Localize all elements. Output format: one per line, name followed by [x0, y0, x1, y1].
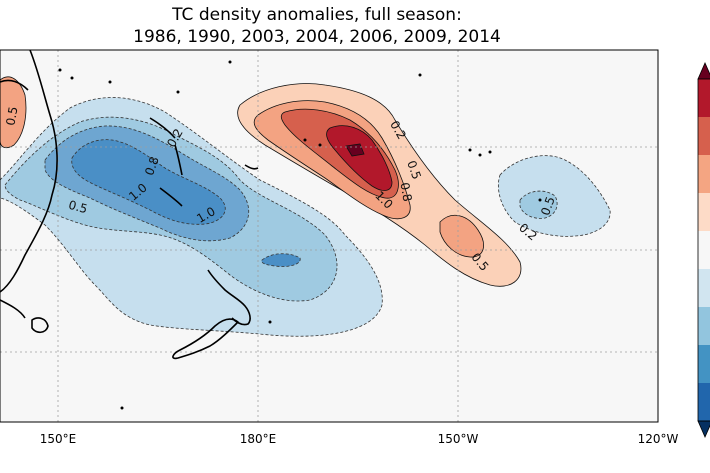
map-panel: 0.5 1.0 0.8 0.2 1.0 0.2 0.5 0.8 1.0 0.5 …: [0, 50, 658, 422]
new-zealand-north: [207, 269, 251, 326]
contour-label: 0.5: [404, 159, 424, 182]
x-tick-label: 180°E: [240, 432, 277, 446]
colorbar-outline: [697, 78, 710, 422]
new-zealand-south: [172, 318, 239, 360]
colorbar-segment: [698, 117, 710, 155]
island: [468, 148, 472, 152]
fiji: [244, 164, 259, 170]
negative-anomaly-east: [498, 155, 611, 237]
island: [318, 143, 322, 147]
chart-title-line1: TC density anomalies, full season:: [171, 5, 462, 25]
negative-anomaly-west: [0, 97, 383, 337]
colorbar-segment: [698, 383, 710, 421]
contour-label: 0.8: [397, 181, 414, 202]
x-tick-label: 150°W: [438, 432, 479, 446]
island: [538, 198, 542, 202]
colorbar-segment: [698, 155, 710, 193]
island: [488, 150, 492, 154]
island: [228, 60, 232, 64]
colorbar: [697, 62, 710, 438]
tasmania: [31, 317, 49, 334]
contour-pos-far-west: [0, 76, 27, 149]
island: [176, 90, 180, 94]
australia-coast-south: [0, 299, 26, 319]
new-guinea: [0, 79, 29, 91]
island: [70, 76, 74, 80]
colorbar-segment: [698, 269, 710, 307]
contour-neg-1.0-east-lobe: [261, 253, 301, 267]
colorbar-segment: [698, 193, 710, 231]
contour-label: 0.5: [538, 195, 558, 218]
colorbar-segment: [698, 79, 710, 117]
contour-neg-0.5-east: [519, 190, 558, 219]
australia-coast: [0, 50, 58, 293]
vanuatu: [174, 144, 183, 176]
coastlines: [0, 50, 259, 360]
island: [418, 73, 422, 77]
x-tick-label: 150°E: [40, 432, 77, 446]
positive-anomaly: [0, 76, 522, 287]
solomon-islands: [149, 117, 176, 139]
contour-label: 0.5: [67, 198, 89, 216]
colorbar-segment: [698, 231, 710, 269]
island: [268, 320, 272, 324]
island: [120, 406, 124, 410]
contour-label: 0.5: [3, 105, 20, 126]
new-caledonia: [159, 187, 183, 207]
colorbar-segment: [698, 307, 710, 345]
x-tick-label: 120°W: [638, 432, 679, 446]
colorbar-extend-bottom: [697, 420, 710, 438]
colorbar-extend-top: [697, 62, 710, 80]
gridlines: [0, 50, 658, 422]
island: [108, 80, 112, 84]
island: [478, 153, 482, 157]
contour-label: 0.8: [142, 155, 162, 178]
contour-pos-1.0: [326, 125, 393, 191]
contour-neg-1.0-west: [71, 139, 226, 225]
chart-title-line2: 1986, 1990, 2003, 2004, 2006, 2009, 2014: [133, 27, 501, 47]
island: [58, 68, 62, 72]
x-axis: 150°E 180°E 150°W 120°W: [40, 432, 679, 446]
small-islands: [58, 60, 542, 410]
contour-pos-0.5-east-lobe: [439, 214, 484, 258]
map-frame: [0, 49, 659, 423]
island: [303, 138, 307, 142]
colorbar-segment: [698, 345, 710, 383]
